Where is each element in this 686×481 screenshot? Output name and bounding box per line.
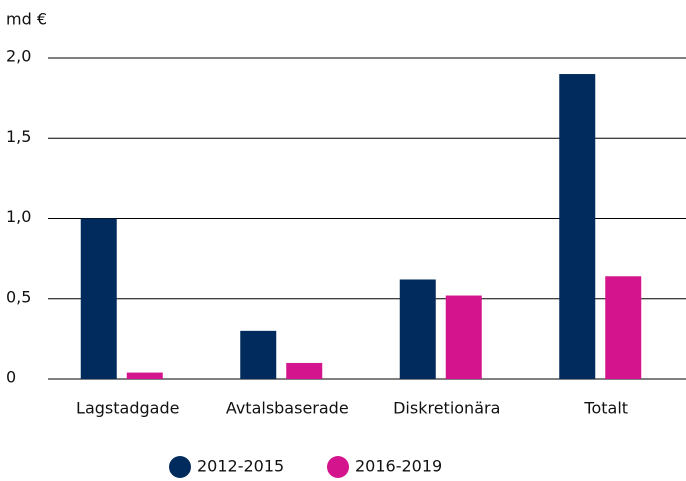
y-axis-label: md € xyxy=(6,10,47,29)
bar xyxy=(605,276,642,379)
y-tick-label: 2,0 xyxy=(6,47,31,66)
y-tick-label: 1,5 xyxy=(6,127,31,146)
bar xyxy=(559,74,596,380)
bar xyxy=(445,295,482,379)
y-tick-label: 0,5 xyxy=(6,287,31,306)
x-tick-label: Totalt xyxy=(583,399,628,418)
x-tick-label: Diskretionära xyxy=(393,399,500,418)
x-tick-label: Lagstadgade xyxy=(76,399,179,418)
bar xyxy=(240,330,277,379)
bar xyxy=(80,218,117,379)
bar xyxy=(126,372,163,379)
x-tick-label: Avtalsbaserade xyxy=(226,399,349,418)
legend-label: 2012-2015 xyxy=(197,457,284,476)
y-tick-label: 1,0 xyxy=(6,207,31,226)
y-tick-label: 0 xyxy=(6,368,16,387)
legend-swatch xyxy=(327,456,349,478)
legend-swatch xyxy=(169,456,191,478)
bar xyxy=(399,279,436,379)
legend-label: 2016-2019 xyxy=(355,457,442,476)
bar xyxy=(286,362,323,379)
